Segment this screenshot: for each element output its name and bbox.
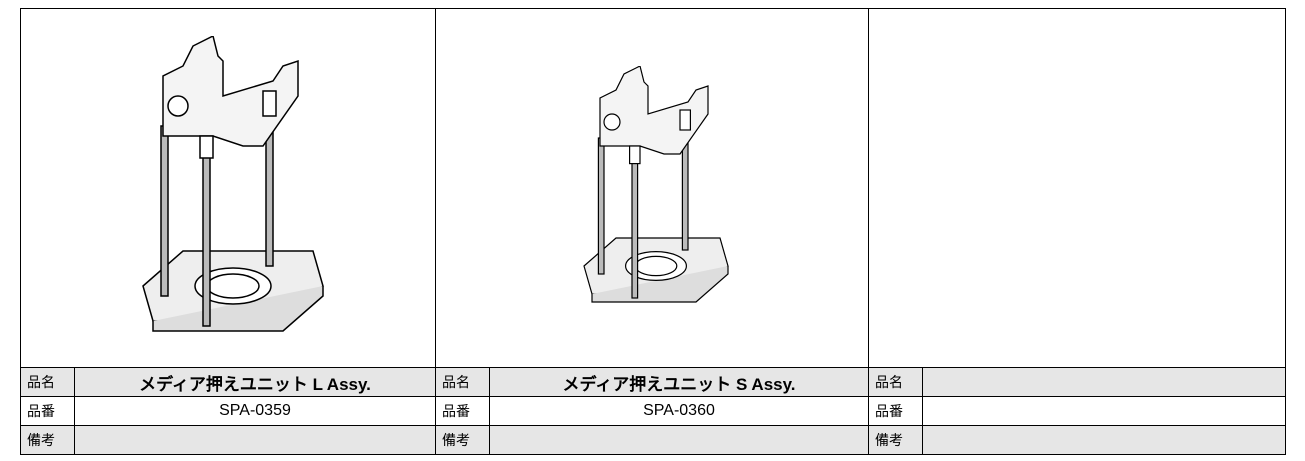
remarks xyxy=(922,425,1286,455)
part-name: メディア押えユニット L Assy. xyxy=(74,367,436,397)
label: 品名 xyxy=(435,367,490,397)
name-row: 品名 メディア押えユニット L Assy. 品名 メディア押えユニット S As… xyxy=(20,367,1286,397)
label: 品番 xyxy=(868,396,923,426)
part-number xyxy=(922,396,1286,426)
label: 備考 xyxy=(868,425,923,455)
image-cell xyxy=(20,8,436,368)
image-row xyxy=(20,8,1286,368)
image-cell xyxy=(868,8,1286,368)
part-illustration xyxy=(142,35,324,332)
part-name: メディア押えユニット S Assy. xyxy=(489,367,869,397)
part-illustration xyxy=(583,65,729,303)
image-cell xyxy=(435,8,869,368)
label: 備考 xyxy=(20,425,75,455)
label: 備考 xyxy=(435,425,490,455)
parts-table: 品名 メディア押えユニット L Assy. 品名 メディア押えユニット S As… xyxy=(20,8,1286,455)
part-name xyxy=(922,367,1286,397)
number-row: 品番 SPA-0359 品番 SPA-0360 品番 xyxy=(20,396,1286,426)
label: 品名 xyxy=(20,367,75,397)
part-number: SPA-0359 xyxy=(74,396,436,426)
part-number: SPA-0360 xyxy=(489,396,869,426)
label: 品名 xyxy=(868,367,923,397)
label: 品番 xyxy=(435,396,490,426)
label: 品番 xyxy=(20,396,75,426)
remarks xyxy=(489,425,869,455)
remarks xyxy=(74,425,436,455)
remarks-row: 備考 備考 備考 xyxy=(20,425,1286,455)
